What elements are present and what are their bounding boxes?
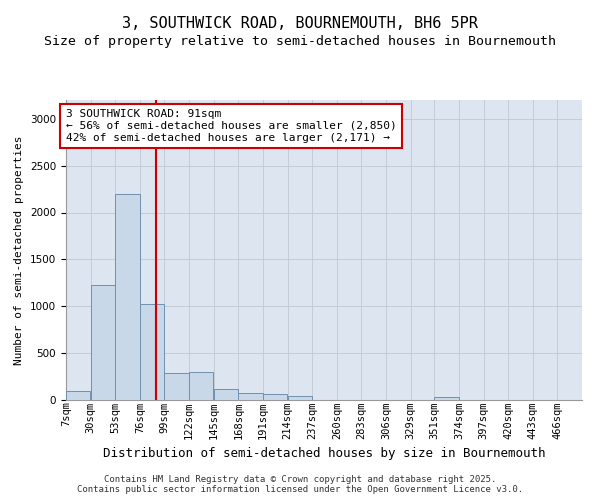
- Bar: [164, 373, 189, 400]
- Bar: [91, 284, 115, 400]
- Bar: [434, 397, 458, 400]
- Bar: [238, 393, 263, 400]
- Bar: [287, 396, 312, 400]
- Bar: [115, 194, 140, 400]
- Text: 3 SOUTHWICK ROAD: 91sqm
← 56% of semi-detached houses are smaller (2,850)
42% of: 3 SOUTHWICK ROAD: 91sqm ← 56% of semi-de…: [66, 110, 397, 142]
- Bar: [214, 389, 238, 400]
- Bar: [140, 304, 164, 400]
- Text: Size of property relative to semi-detached houses in Bournemouth: Size of property relative to semi-detach…: [44, 35, 556, 48]
- X-axis label: Distribution of semi-detached houses by size in Bournemouth: Distribution of semi-detached houses by …: [103, 447, 545, 460]
- Text: 3, SOUTHWICK ROAD, BOURNEMOUTH, BH6 5PR: 3, SOUTHWICK ROAD, BOURNEMOUTH, BH6 5PR: [122, 16, 478, 31]
- Bar: [263, 394, 287, 400]
- Y-axis label: Number of semi-detached properties: Number of semi-detached properties: [14, 135, 25, 365]
- Text: Contains HM Land Registry data © Crown copyright and database right 2025.
Contai: Contains HM Land Registry data © Crown c…: [77, 474, 523, 494]
- Bar: [66, 390, 91, 400]
- Bar: [189, 372, 214, 400]
